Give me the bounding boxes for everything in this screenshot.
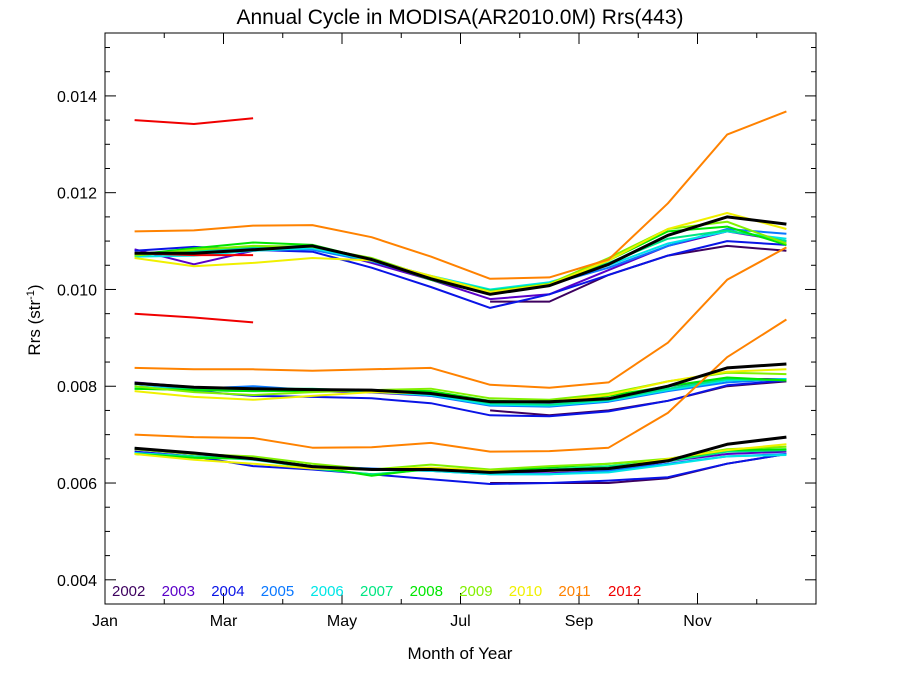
y-tick-label: 0.014 [57, 89, 97, 106]
legend-item-2005: 2005 [261, 583, 294, 600]
x-tick-label: Mar [210, 613, 238, 630]
legend-item-2011: 2011 [558, 583, 590, 600]
y-axis-label: Rrs (str-1) [25, 284, 44, 355]
series-line-2003-1 [134, 230, 787, 301]
x-tick-label: Jul [450, 613, 470, 630]
y-tick-label: 0.008 [57, 379, 97, 396]
y-axis-label-superscript: -1 [25, 290, 37, 300]
y-tick-label: 0.004 [57, 573, 97, 590]
series-line-2006-1 [134, 230, 787, 291]
legend-item-2006: 2006 [310, 583, 343, 600]
legend: 2002 2003 2004 2005 2006 2007 2008 2009 2010 2011… [112, 583, 641, 600]
x-axis-label: Month of Year [408, 644, 513, 663]
legend-item-2012: 2012 [608, 583, 641, 600]
legend-item-2009: 2009 [459, 583, 492, 600]
plot-area [134, 110, 787, 485]
series-line-2011-1 [134, 110, 787, 280]
y-tick-label: 0.006 [57, 476, 97, 493]
series-line-2004-3 [134, 450, 787, 485]
x-tick-label: Sep [565, 613, 594, 630]
x-tick-label: May [327, 613, 357, 630]
legend-item-2008: 2008 [410, 583, 443, 600]
axes: Jan Mar May Jul Sep Nov 0.004 0.006 0.008 0.010 0.… [57, 33, 817, 630]
mean-line-1 [134, 215, 787, 296]
series-line-2011-2 [134, 246, 787, 389]
legend-item-2002: 2002 [112, 583, 145, 600]
legend-item-2003: 2003 [162, 583, 195, 600]
legend-item-2004: 2004 [211, 583, 244, 600]
series-line-2012-1 [134, 117, 254, 125]
y-tick-label: 0.012 [57, 186, 97, 203]
series-line-2011-3 [134, 318, 787, 453]
series-line-2012-3 [134, 312, 254, 324]
x-tick-label: Nov [683, 613, 711, 630]
series-line-2009-1 [134, 220, 787, 293]
legend-item-2007: 2007 [360, 583, 393, 600]
mean-line-2 [134, 362, 787, 404]
series-line-2008-2 [134, 376, 787, 403]
series-line-2010-1 [134, 212, 787, 293]
y-tick-label: 0.010 [57, 282, 97, 299]
y-axis-label-tail: ) [25, 284, 44, 290]
y-axis-label-main: Rrs (str [25, 300, 44, 356]
mean-line-3 [134, 435, 787, 474]
chart-title: Annual Cycle in MODISA(AR2010.0M) Rrs(44… [237, 6, 684, 29]
legend-item-2010: 2010 [509, 583, 542, 600]
x-tick-label: Jan [92, 613, 118, 630]
